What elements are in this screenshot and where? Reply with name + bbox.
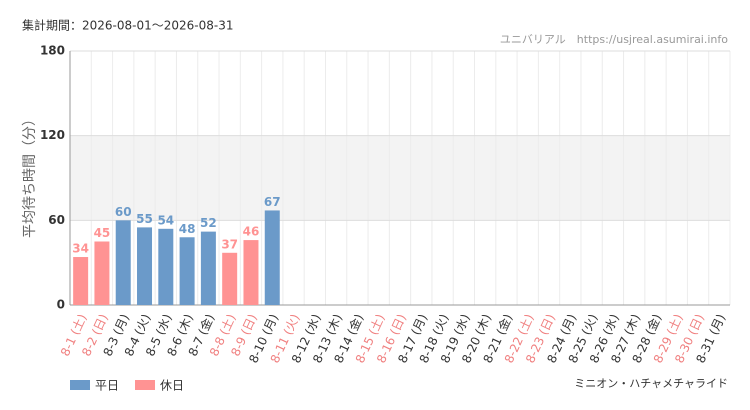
bar (115, 220, 131, 305)
legend-swatch (70, 380, 90, 390)
y-axis-label: 平均待ち時間（分） (22, 112, 38, 238)
bar (179, 237, 195, 305)
data-label: 67 (264, 195, 281, 209)
data-label: 55 (136, 212, 153, 226)
legend-label: 平日 (95, 379, 119, 393)
y-tick-label: 60 (48, 213, 65, 227)
data-label: 45 (94, 226, 111, 240)
data-label: 60 (115, 205, 132, 219)
data-label: 46 (243, 225, 260, 239)
bar (158, 228, 174, 305)
bar (243, 240, 259, 305)
y-tick-label: 0 (57, 298, 65, 312)
bar (137, 227, 153, 305)
y-tick-label: 180 (40, 44, 65, 58)
bar (94, 241, 110, 305)
legend-swatch (135, 380, 155, 390)
data-label: 52 (200, 216, 217, 230)
bar (264, 210, 280, 305)
data-label: 48 (179, 222, 196, 236)
bar (200, 231, 216, 305)
data-label: 54 (157, 213, 174, 227)
bar (222, 252, 238, 305)
y-tick-label: 120 (40, 128, 65, 142)
bar (73, 257, 89, 305)
legend-label: 休日 (160, 379, 184, 393)
chart-title: 集計期間：2026-08-01～2026-08-31 (22, 18, 233, 33)
highlight-band (70, 135, 730, 221)
data-label: 34 (72, 242, 89, 256)
source: ユニバリアル https://usjreal.asumirai.info (500, 33, 728, 46)
data-label: 37 (221, 237, 238, 251)
subtitle: ミニオン・ハチャメチャライド (574, 377, 728, 390)
